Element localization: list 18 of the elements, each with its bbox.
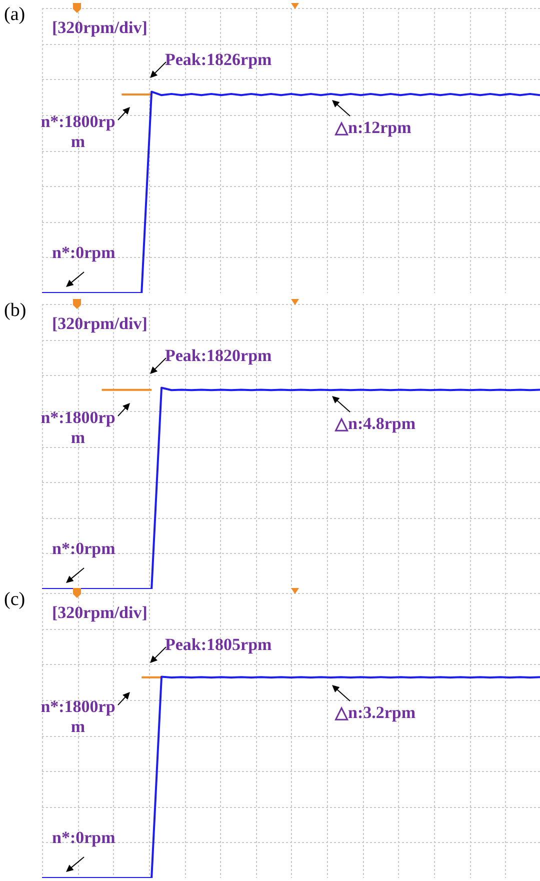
text: Peak:1820rpm bbox=[165, 346, 272, 366]
annotation: n*:0rpm bbox=[52, 243, 116, 263]
annotation: n*:0rpm bbox=[52, 828, 116, 848]
text: [320rpm/div] bbox=[52, 18, 148, 38]
text: Peak:1805rpm bbox=[165, 635, 272, 655]
text: [320rpm/div] bbox=[52, 314, 148, 334]
annotation: n*:0rpm bbox=[52, 539, 116, 559]
annotation: n*:1800rpm bbox=[40, 408, 116, 448]
annotation: n*:1800rpm bbox=[40, 697, 116, 736]
text: (c) bbox=[4, 589, 26, 611]
annotation: △n:12rpm bbox=[335, 118, 412, 138]
text: [320rpm/div] bbox=[52, 603, 148, 623]
annotation: n*:1800rpm bbox=[40, 112, 116, 152]
text: (a) bbox=[4, 4, 26, 26]
annotation: △n:4.8rpm bbox=[335, 414, 416, 434]
text: Peak:1826rpm bbox=[165, 50, 272, 70]
text: (b) bbox=[4, 300, 26, 322]
annotation: △n:3.2rpm bbox=[335, 703, 416, 723]
